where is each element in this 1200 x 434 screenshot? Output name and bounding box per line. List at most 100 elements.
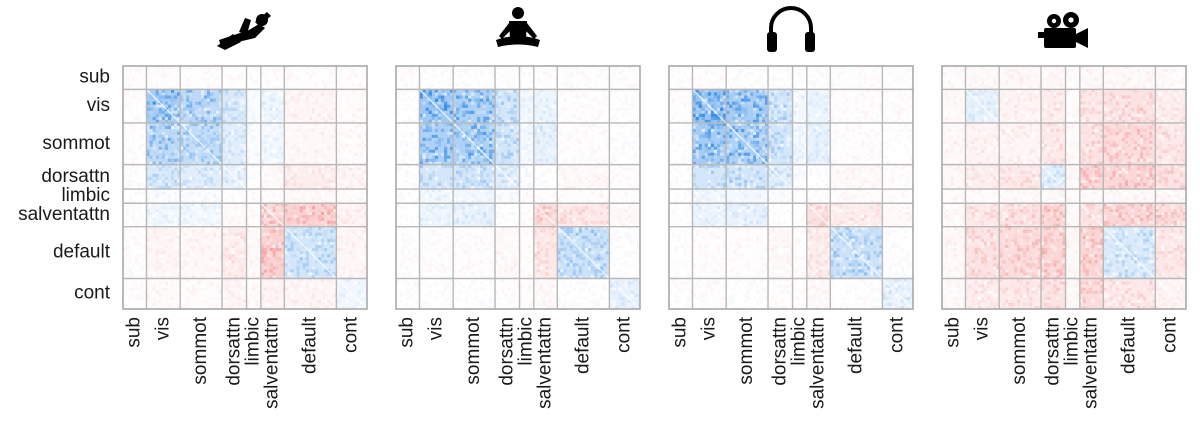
heatmap-cell [318, 98, 322, 102]
heatmap-cell [164, 206, 169, 210]
heatmap-cell [167, 92, 172, 96]
heatmap-cell [237, 266, 241, 270]
heatmap-cell [278, 164, 282, 168]
heatmap-cell [201, 89, 205, 93]
heatmap-cell [192, 116, 196, 121]
heatmap-cell [186, 299, 190, 304]
heatmap-cell [240, 68, 244, 73]
heatmap-cell [363, 220, 367, 224]
heatmap-cell [272, 251, 276, 255]
heatmap-cell [183, 146, 187, 150]
heatmap-cell [318, 209, 322, 213]
heatmap-cell [260, 296, 264, 301]
heatmap-cell [456, 131, 460, 136]
heatmap-cell [260, 155, 264, 159]
heatmap-cell [305, 95, 309, 99]
heatmap-cell [597, 143, 601, 147]
heatmap-cell [269, 238, 273, 243]
heatmap-cell [225, 179, 229, 184]
heatmap-cell [422, 68, 426, 73]
heatmap-cell [186, 226, 190, 230]
heatmap-cell [137, 92, 141, 96]
heatmap-cell [146, 80, 150, 84]
heatmap-cell [456, 83, 460, 87]
heatmap-cell [269, 296, 273, 301]
heatmap-cell [228, 197, 232, 201]
heatmap-cell [143, 80, 147, 84]
heatmap-cell [131, 209, 135, 213]
heatmap-cell [249, 241, 253, 246]
heatmap-cell [189, 104, 193, 108]
heatmap-cell [594, 143, 598, 147]
heatmap-cell [462, 119, 466, 124]
heatmap-cell [149, 248, 153, 252]
heatmap-cell [155, 89, 159, 93]
heatmap-cell [351, 125, 355, 130]
heatmap-cell [260, 134, 264, 139]
heatmap-cell [483, 104, 487, 108]
heatmap-cell [495, 131, 499, 136]
heatmap-cell [204, 235, 208, 240]
heatmap-cell [342, 220, 346, 224]
heatmap-cell [477, 116, 481, 121]
heatmap-cell [404, 110, 408, 114]
heatmap-cell [471, 110, 475, 114]
heatmap-cell [177, 191, 181, 195]
heatmap-cell [354, 269, 359, 273]
heatmap-cell [174, 229, 178, 233]
heatmap-cell [164, 74, 169, 78]
heatmap-cell [459, 152, 463, 156]
heatmap-cell [416, 161, 420, 165]
heatmap-cell [477, 125, 481, 130]
heatmap-cell [155, 134, 159, 139]
heatmap-cell [357, 305, 362, 309]
heatmap-cell [198, 134, 202, 139]
heatmap-cell [348, 182, 352, 187]
heatmap-cell [281, 191, 285, 195]
heatmap-cell [450, 137, 454, 142]
heatmap-cell [498, 146, 502, 150]
heatmap-cell [134, 260, 138, 264]
heatmap-cell [456, 143, 460, 147]
heatmap-cell [336, 140, 340, 144]
heatmap-cell [198, 116, 202, 121]
heatmap-cell [296, 128, 300, 133]
heatmap-cell [587, 89, 592, 93]
heatmap-cell [459, 74, 463, 78]
heatmap-cell [249, 209, 253, 213]
heatmap-cell [401, 83, 406, 87]
heatmap-cell [336, 80, 340, 84]
heatmap-cell [275, 137, 279, 142]
heatmap-cell [263, 248, 267, 252]
heatmap-cell [134, 134, 138, 139]
heatmap-cell [296, 113, 300, 118]
heatmap-cell [237, 296, 241, 301]
heatmap-cell [290, 113, 294, 118]
heatmap-cell [204, 209, 208, 213]
heatmap-cell [363, 80, 367, 84]
heatmap-cell [528, 86, 532, 90]
heatmap-cell [222, 110, 226, 114]
heatmap-cell [342, 66, 346, 70]
heatmap-cell [327, 223, 331, 227]
heatmap-cell [311, 128, 316, 133]
heatmap-cell [123, 296, 127, 301]
heatmap-cell [428, 149, 432, 153]
heatmap-cell [170, 89, 175, 93]
heatmap-cell [330, 287, 334, 291]
heatmap-cell [630, 107, 635, 111]
heatmap-cell [591, 152, 595, 156]
heatmap-cell [260, 86, 264, 90]
heatmap-cell [339, 275, 343, 279]
heatmap-cell [425, 92, 429, 96]
heatmap-cell [563, 119, 567, 124]
heatmap-cell [321, 214, 325, 219]
heatmap-cell [123, 80, 127, 84]
heatmap-cell [131, 170, 135, 174]
heatmap-cell [146, 248, 150, 252]
heatmap-cell [128, 272, 133, 276]
heatmap-cell [189, 238, 193, 243]
heatmap-cell [195, 143, 199, 147]
heatmap-cell [522, 161, 526, 165]
heatmap-cell [246, 83, 250, 87]
